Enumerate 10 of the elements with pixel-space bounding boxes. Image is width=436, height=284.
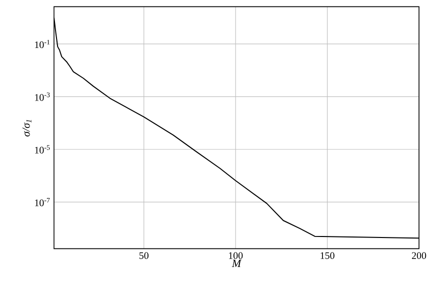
x-tick-label: 150 bbox=[320, 252, 334, 259]
y-tick-label: 10$^{-3}$ bbox=[35, 92, 50, 101]
y-tick-label: 10$^{-5}$ bbox=[35, 145, 50, 154]
x-axis-title: M bbox=[232, 260, 242, 267]
x-tick-label: 100 bbox=[228, 252, 243, 259]
x-tick-label: 200 bbox=[412, 252, 426, 259]
y-axis-title: σ/σ$_{1}$ bbox=[22, 120, 32, 136]
y-tick-label: 10$^{-7}$ bbox=[35, 198, 50, 206]
x-tick-label: 50 bbox=[139, 252, 148, 259]
y-tick-label: 10$^{-1}$ bbox=[35, 40, 50, 48]
